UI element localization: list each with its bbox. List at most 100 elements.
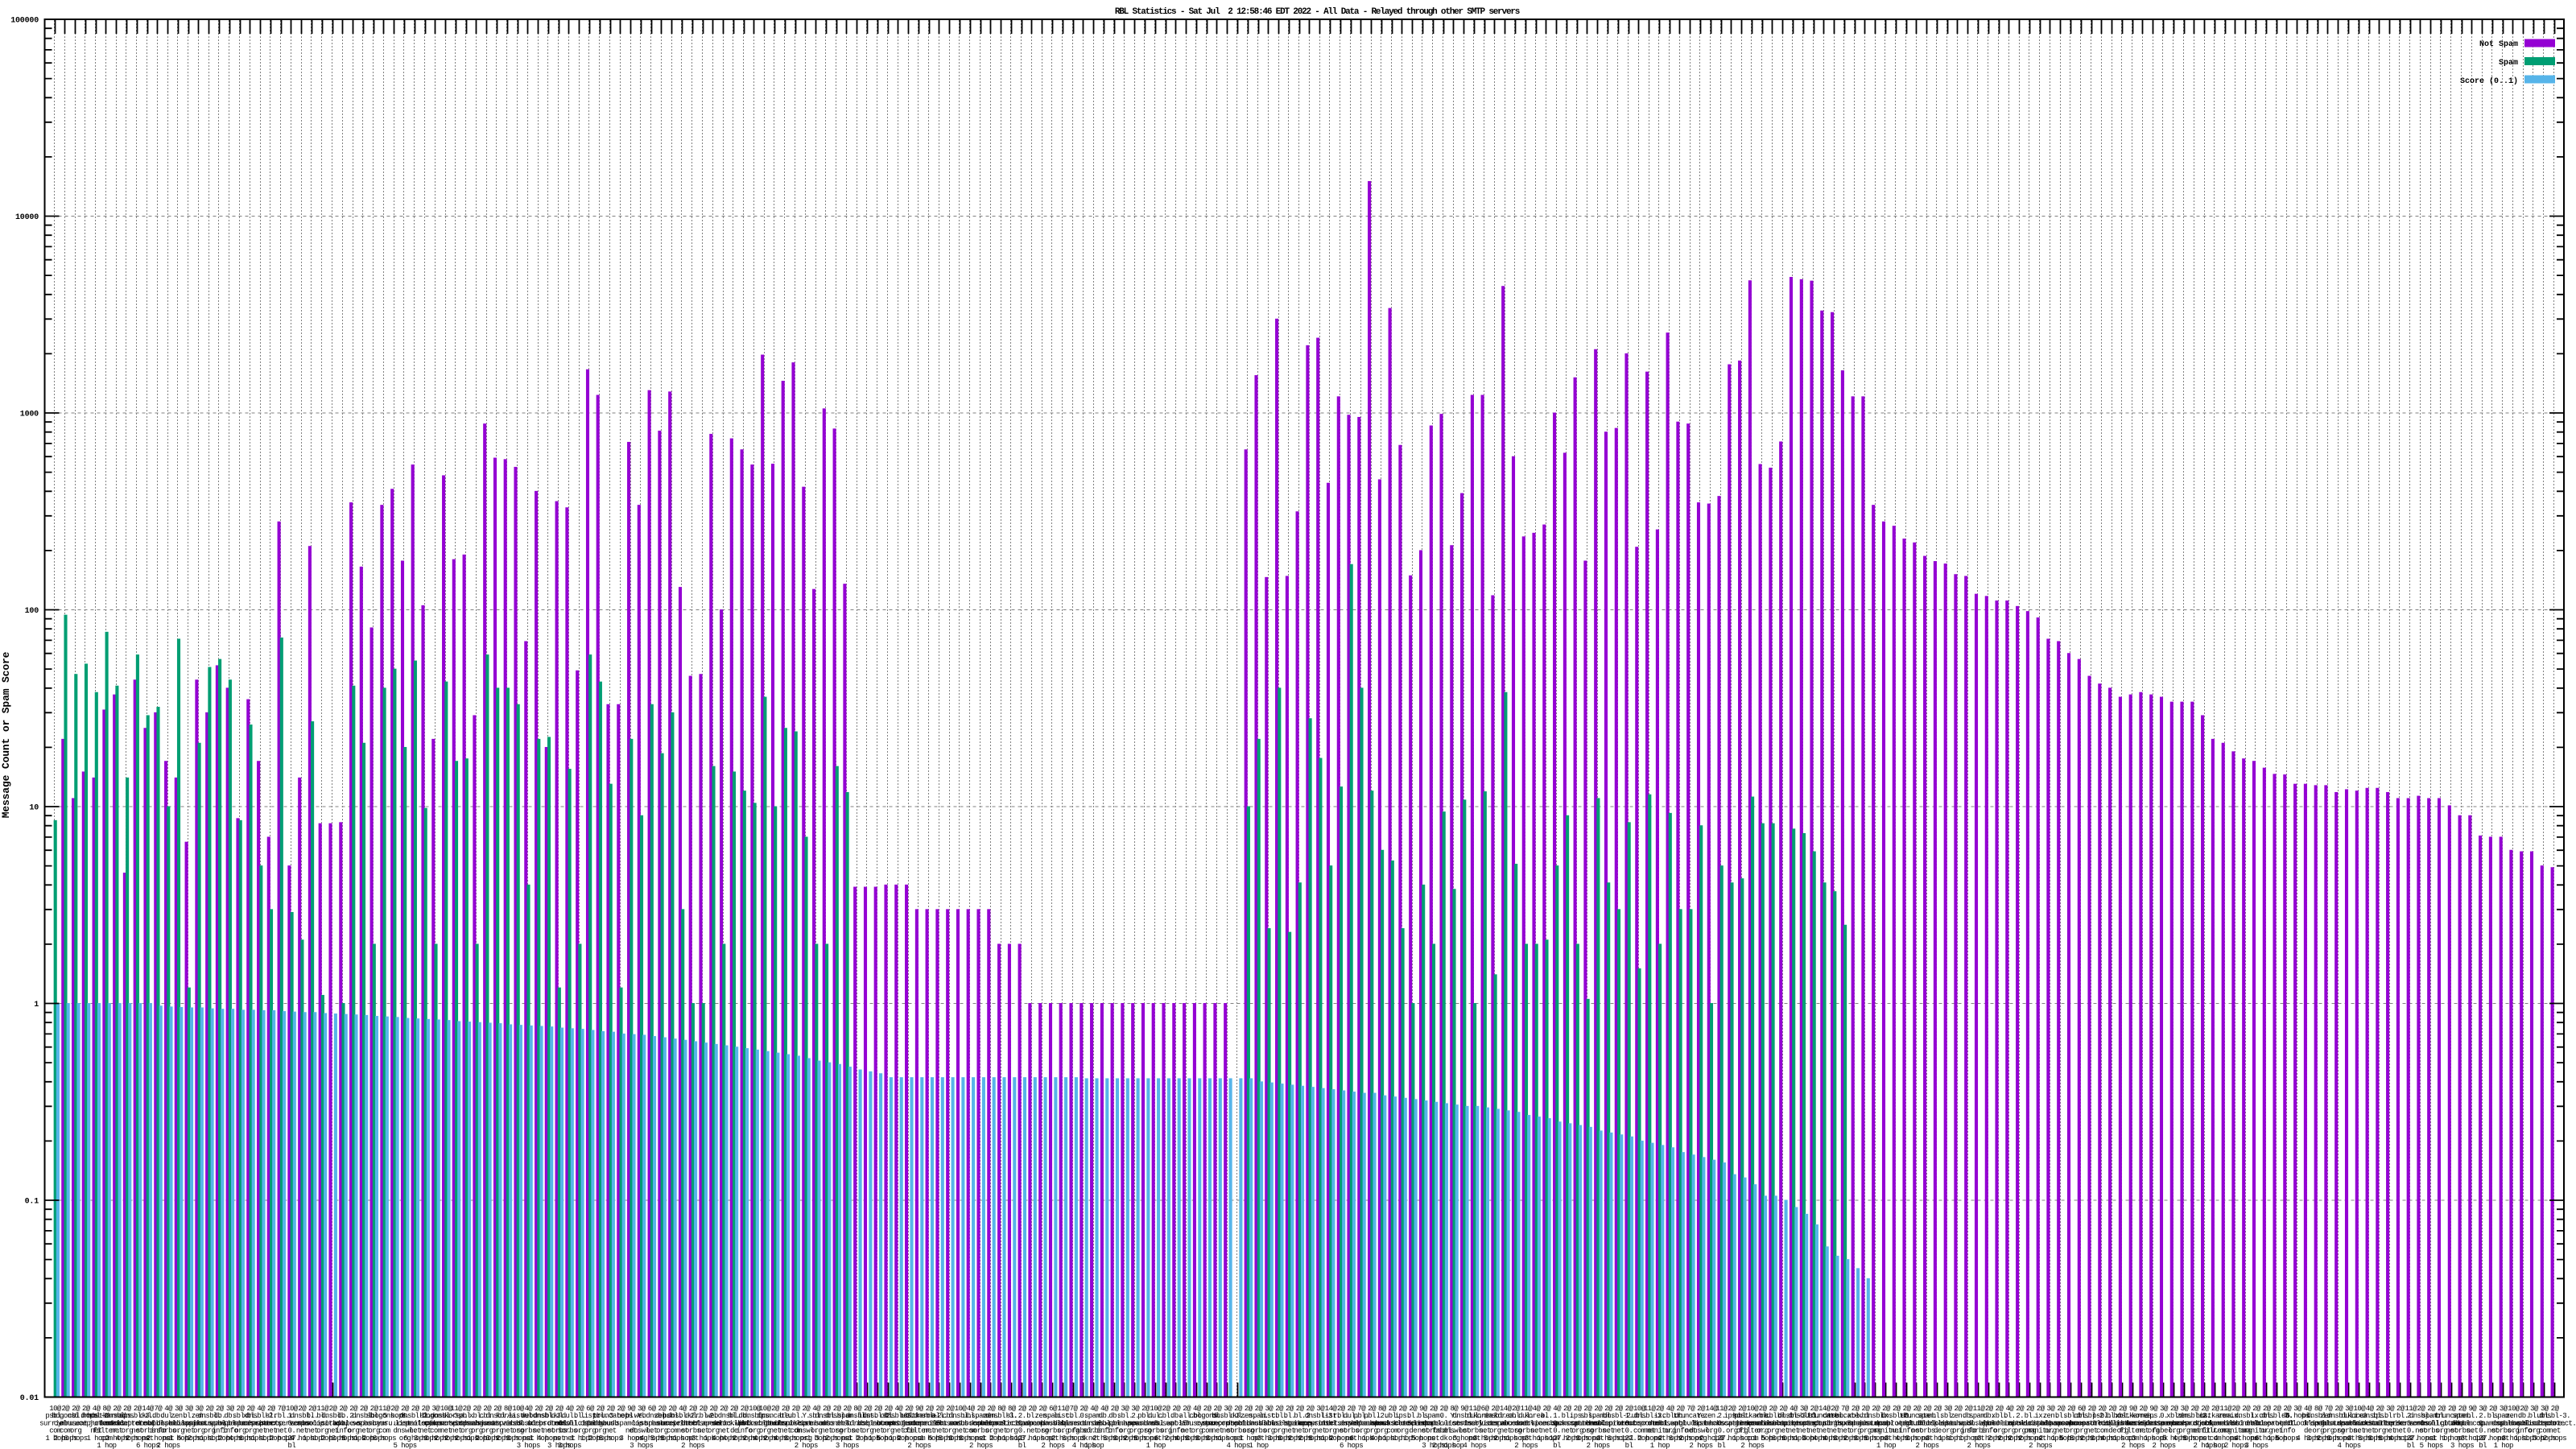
svg-text:net: net: [522, 1435, 535, 1443]
svg-text:6 hops: 6 hops: [1669, 1435, 1692, 1443]
svg-text:net: net: [409, 1427, 421, 1435]
svg-text:2@: 2@: [1296, 1405, 1305, 1413]
svg-text:0.: 0.: [2160, 1412, 2168, 1420]
svg-text:3@: 3@: [2293, 1405, 2302, 1413]
svg-text:2@: 2@: [205, 1405, 214, 1413]
svg-text:1 hop: 1 hop: [2113, 1435, 2132, 1443]
svg-text:4@: 4@: [1533, 1405, 1542, 1413]
svg-text:info: info: [2280, 1427, 2296, 1435]
svg-text:2@: 2@: [771, 1405, 780, 1413]
svg-text:dronebl.: dronebl.: [2231, 1419, 2262, 1427]
svg-text:2@: 2@: [1985, 1405, 1994, 1413]
svg-text:10@: 10@: [286, 1405, 299, 1413]
svg-text:2 hops: 2 hops: [907, 1442, 931, 1449]
svg-text:dnsbl-3.: dnsbl-3.: [2261, 1412, 2293, 1420]
svg-text:1 hop: 1 hop: [1537, 1435, 1556, 1443]
svg-text:de: de: [730, 1427, 738, 1435]
svg-text:2 hops: 2 hops: [2409, 1435, 2433, 1443]
svg-text:2@: 2@: [1348, 1405, 1356, 1413]
svg-text:org: org: [759, 1427, 771, 1435]
svg-text:4 hops: 4 hops: [1072, 1442, 1096, 1449]
svg-text:net: net: [2271, 1427, 2283, 1435]
svg-text:3@: 3@: [638, 1405, 646, 1413]
svg-text:2@: 2@: [689, 1405, 698, 1413]
svg-text:com: com: [2127, 1435, 2139, 1443]
svg-text:3 hops: 3 hops: [1453, 1435, 1476, 1443]
svg-text:spamhaus.: spamhaus.: [233, 1419, 268, 1427]
svg-text:dnsbl.: dnsbl.: [547, 1419, 571, 1427]
svg-text:abuseat.: abuseat.: [1654, 1419, 1686, 1427]
svg-text:2 hops: 2 hops: [1679, 1435, 1703, 1443]
svg-text:4@: 4@: [967, 1405, 976, 1413]
svg-text:2 hops: 2 hops: [1051, 1435, 1075, 1443]
svg-text:3 hops: 3 hops: [2306, 1435, 2330, 1443]
svg-text:0.1: 0.1: [25, 1198, 39, 1207]
svg-text:list.: list.: [1259, 1412, 1278, 1420]
svg-text:3@: 3@: [1800, 1405, 1809, 1413]
svg-text:2 hops: 2 hops: [1566, 1435, 1589, 1443]
svg-text:7@: 7@: [154, 1405, 163, 1413]
svg-text:net: net: [923, 1427, 935, 1435]
svg-text:9@: 9@: [1419, 1405, 1428, 1413]
svg-text:4 hops: 4 hops: [1813, 1435, 1836, 1443]
svg-text:2@: 2@: [246, 1405, 255, 1413]
svg-text:11@: 11@: [2405, 1405, 2417, 1413]
svg-text:1 hop: 1 hop: [2494, 1442, 2513, 1449]
svg-text:spamhaus.: spamhaus.: [2054, 1419, 2089, 1427]
svg-text:apews.: apews.: [702, 1419, 725, 1427]
svg-text:uceprotect.: uceprotect.: [527, 1419, 570, 1427]
svg-text:0.: 0.: [1018, 1419, 1026, 1427]
svg-text:2 hops: 2 hops: [1916, 1442, 1939, 1449]
svg-text:0.: 0.: [288, 1419, 296, 1427]
svg-text:5 hops: 5 hops: [1133, 1435, 1157, 1443]
svg-text:backscatterer.: backscatterer.: [100, 1419, 155, 1427]
svg-text:1 hop: 1 hop: [169, 1435, 188, 1443]
svg-text:spamhaus.: spamhaus.: [1354, 1419, 1389, 1427]
svg-text:hostkarma.: hostkarma.: [87, 1412, 126, 1420]
svg-text:2@: 2@: [1172, 1405, 1181, 1413]
svg-text:bl.: bl.: [1808, 1412, 1820, 1420]
svg-text:backscatterer.: backscatterer.: [1704, 1419, 1759, 1427]
svg-text:sorbs.: sorbs.: [2491, 1427, 2515, 1435]
svg-text:dnsbl.: dnsbl.: [105, 1412, 129, 1420]
svg-text:backscatterer.: backscatterer.: [2352, 1419, 2407, 1427]
svg-text:dnsbl.: dnsbl.: [1484, 1412, 1507, 1420]
svg-text:dnsbl.: dnsbl.: [352, 1412, 375, 1420]
svg-text:db.: db.: [738, 1412, 750, 1420]
svg-text:bl.: bl.: [316, 1412, 328, 1420]
svg-text:services.: services.: [1519, 1419, 1554, 1427]
svg-text:net: net: [533, 1427, 545, 1435]
svg-text:1 hop: 1 hop: [869, 1435, 888, 1443]
svg-text:3 hops: 3 hops: [948, 1435, 972, 1443]
svg-text:5 hops: 5 hops: [383, 1412, 407, 1420]
svg-text:spamhaus.: spamhaus.: [799, 1419, 834, 1427]
svg-text:sorbs.: sorbs.: [1422, 1427, 1445, 1435]
svg-text:uceprotect.: uceprotect.: [908, 1419, 951, 1427]
svg-text:net: net: [553, 1435, 565, 1443]
svg-text:wpbl.: wpbl.: [734, 1419, 753, 1427]
svg-text:2@: 2@: [1399, 1405, 1408, 1413]
svg-text:com: com: [903, 1427, 915, 1435]
svg-text:xbl.: xbl.: [2166, 1412, 2182, 1420]
svg-text:cbl.: cbl.: [479, 1412, 494, 1420]
svg-text:8@: 8@: [1378, 1405, 1387, 1413]
svg-text:2@: 2@: [1728, 1405, 1736, 1413]
svg-text:10@: 10@: [2508, 1405, 2520, 1413]
svg-text:net: net: [1613, 1427, 1625, 1435]
svg-text:zen.: zen.: [2177, 1412, 2192, 1420]
svg-text:zen.: zen.: [1034, 1412, 1050, 1420]
svg-text:dnsbl.: dnsbl.: [291, 1412, 314, 1420]
svg-text:3 hops: 3 hops: [1206, 1435, 1229, 1443]
svg-text:2@: 2@: [2232, 1405, 2241, 1413]
svg-text:net: net: [1026, 1427, 1038, 1435]
svg-text:junkemail: junkemail: [1735, 1419, 1770, 1427]
svg-text:xbl.: xbl.: [1992, 1412, 2007, 1420]
svg-text:dnsbl.: dnsbl.: [2327, 1412, 2351, 1420]
svg-text:2@: 2@: [2273, 1405, 2282, 1413]
svg-text:bl.: bl.: [574, 1412, 586, 1420]
svg-text:org: org: [1993, 1427, 2005, 1435]
svg-text:2@: 2@: [483, 1405, 492, 1413]
svg-text:unsubscore.: unsubscore.: [2523, 1419, 2566, 1427]
svg-text:apews.: apews.: [1124, 1419, 1147, 1427]
svg-text:org: org: [2148, 1427, 2160, 1435]
